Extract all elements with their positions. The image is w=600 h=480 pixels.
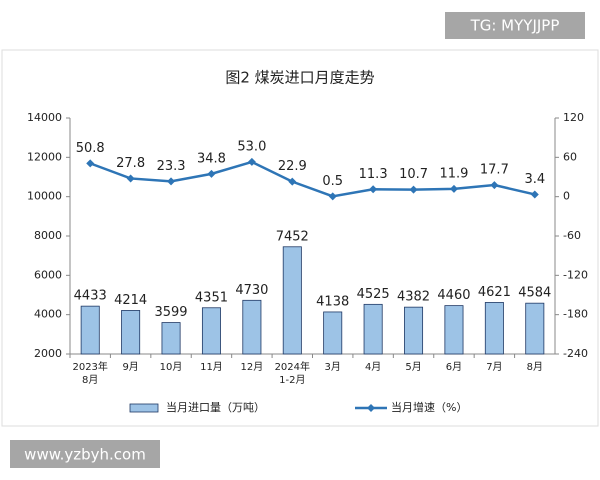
bar-value-label: 4214: [114, 293, 147, 308]
bar-value-label: 3599: [154, 305, 187, 320]
line-value-label: 23.3: [157, 159, 186, 174]
x-tick-label: 6月: [446, 361, 462, 373]
watermark-box: [445, 12, 585, 39]
bar-value-label: 4433: [74, 289, 107, 304]
line-marker: [288, 177, 297, 186]
y2-tick-label: -240: [563, 347, 588, 360]
y-tick-label: 8000: [34, 229, 62, 242]
line-marker: [328, 192, 337, 201]
bar: [161, 322, 181, 355]
bar-value-label: 4351: [195, 290, 228, 305]
line-value-label: 11.9: [439, 166, 468, 181]
legend-label: 当月进口量（万吨）: [166, 400, 265, 414]
line-marker: [530, 190, 539, 199]
bar-value-label: 4621: [478, 285, 511, 300]
x-tick-label: 10月: [160, 361, 183, 373]
line-value-label: 50.8: [76, 141, 105, 156]
watermark: TG: MYYJJPP: [470, 17, 560, 35]
y2-tick-label: 120: [563, 111, 584, 124]
y-tick-label: 4000: [34, 308, 62, 321]
y-tick-label: 2000: [34, 347, 62, 360]
x-tick-label: 8月: [527, 361, 543, 373]
bar: [80, 305, 100, 355]
bar: [484, 302, 504, 355]
bar-value-label: 4382: [397, 290, 430, 305]
bar-value-label: 4138: [316, 294, 349, 309]
y2-tick-label: -60: [563, 229, 581, 242]
bar-value-label: 4460: [437, 288, 470, 303]
y-tick-label: 14000: [27, 111, 62, 124]
bar: [282, 246, 302, 355]
y2-tick-label: -120: [563, 268, 588, 281]
x-tick-label: 7月: [486, 361, 502, 373]
x-tick-label: 2023年 8月: [72, 360, 107, 386]
bar: [242, 299, 262, 355]
line-value-label: 27.8: [116, 156, 145, 171]
line: [89, 160, 536, 198]
line-marker: [86, 159, 95, 168]
x-tick-label: 9月: [122, 361, 138, 373]
line-marker: [167, 177, 176, 186]
y2-tick-label: 60: [563, 150, 577, 163]
line-value-label: 34.8: [197, 151, 226, 166]
y2-tick-label: -180: [563, 308, 588, 321]
bar-value-label: 4525: [357, 287, 390, 302]
chart-frame: [1, 49, 599, 427]
y2-tick-label: 0: [563, 190, 570, 203]
watermark-box: [10, 440, 160, 468]
bar-value-label: 4730: [235, 283, 268, 298]
x-tick-label: 12月: [241, 361, 264, 373]
y-tick-label: 10000: [27, 190, 62, 203]
line-marker: [247, 157, 256, 166]
line-value-label: 53.0: [237, 139, 266, 154]
bar: [323, 311, 343, 355]
x-tick-label: 3月: [325, 361, 341, 373]
line-value-label: 17.7: [480, 163, 509, 178]
line-value-label: 0.5: [322, 174, 343, 189]
x-tick-label: 4月: [365, 361, 381, 373]
line-marker: [449, 184, 458, 193]
x-tick-label: 11月: [200, 361, 223, 373]
bar: [525, 302, 545, 355]
bar-value-label: 4584: [518, 286, 551, 301]
x-tick-label: 2024年 1-2月: [275, 360, 310, 386]
bar: [444, 305, 464, 355]
watermark: www.yzbyh.com: [24, 446, 146, 464]
x-tick-label: 5月: [405, 361, 421, 373]
bar: [121, 310, 141, 355]
legend-swatch: [129, 403, 159, 413]
line-marker: [207, 169, 216, 178]
legend-marker: [367, 404, 375, 412]
line-value-label: 10.7: [399, 167, 428, 182]
line-marker: [409, 185, 418, 194]
line-value-label: 3.4: [524, 172, 545, 187]
line-marker: [490, 181, 499, 190]
y-tick-label: 12000: [27, 150, 62, 163]
y-tick-label: 6000: [34, 268, 62, 281]
line-marker: [369, 185, 378, 194]
line-value-label: 11.3: [359, 167, 388, 182]
bar: [201, 307, 221, 355]
line-value-label: 22.9: [278, 159, 307, 174]
bar: [404, 306, 424, 355]
bar-value-label: 7452: [276, 229, 309, 244]
legend-label: 当月增速（%）: [391, 400, 467, 414]
chart-title: 图2 煤炭进口月度走势: [225, 69, 374, 87]
line-marker: [126, 174, 135, 183]
bar: [363, 303, 383, 355]
